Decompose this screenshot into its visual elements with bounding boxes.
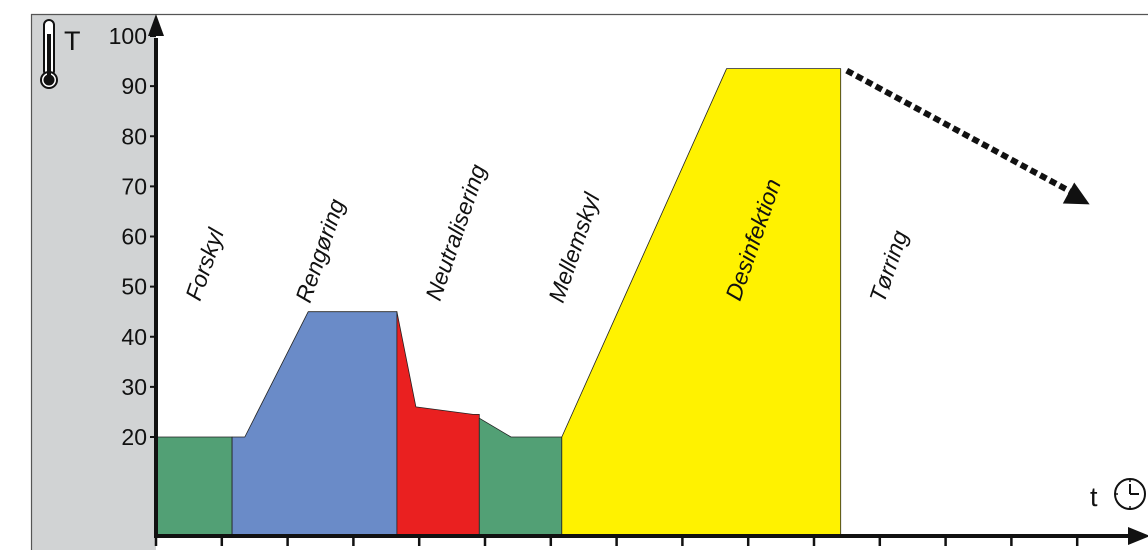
y-tick-label: 30 [121, 374, 147, 400]
x-axis-arrowhead [1128, 527, 1148, 545]
drying-trend-arrowhead [1062, 182, 1090, 205]
y-ticks: 20 30 40 50 60 70 80 90 100 [109, 23, 156, 450]
phase-label: Forskyl [180, 224, 229, 303]
axes [148, 14, 1148, 545]
time-axis-symbol: t [1090, 482, 1098, 512]
phase-label: Mellemskyl [543, 189, 605, 306]
thermometer-icon [40, 19, 58, 89]
phase-area-1 [155, 436, 233, 537]
y-tick-label: 70 [121, 173, 147, 199]
phase-label: Neutralisering [420, 161, 491, 304]
phase-area-4 [478, 417, 563, 537]
y-tick-label: 50 [121, 274, 147, 300]
axis-panel [31, 14, 156, 550]
phase-label: Tørring [864, 227, 913, 306]
y-tick-label: 60 [121, 224, 147, 250]
drying-trend-line [845, 67, 1080, 199]
y-axis-arrowhead [148, 14, 164, 36]
phase-area-2 [231, 311, 398, 537]
temperature-axis-symbol: T [64, 26, 81, 56]
drying-trend [845, 67, 1090, 205]
y-tick-label: 100 [109, 23, 147, 49]
y-tick-label: 40 [121, 324, 147, 350]
clock-icon [1114, 478, 1146, 510]
y-tick-label: 20 [121, 424, 147, 450]
phase-areas [155, 68, 842, 537]
y-tick-label: 90 [121, 73, 147, 99]
x-ticks [154, 536, 1079, 546]
y-tick-label: 80 [121, 123, 147, 149]
phase-label: Rengøring [290, 195, 350, 305]
phase-area-5 [561, 68, 842, 537]
phase-area-3 [396, 311, 480, 537]
